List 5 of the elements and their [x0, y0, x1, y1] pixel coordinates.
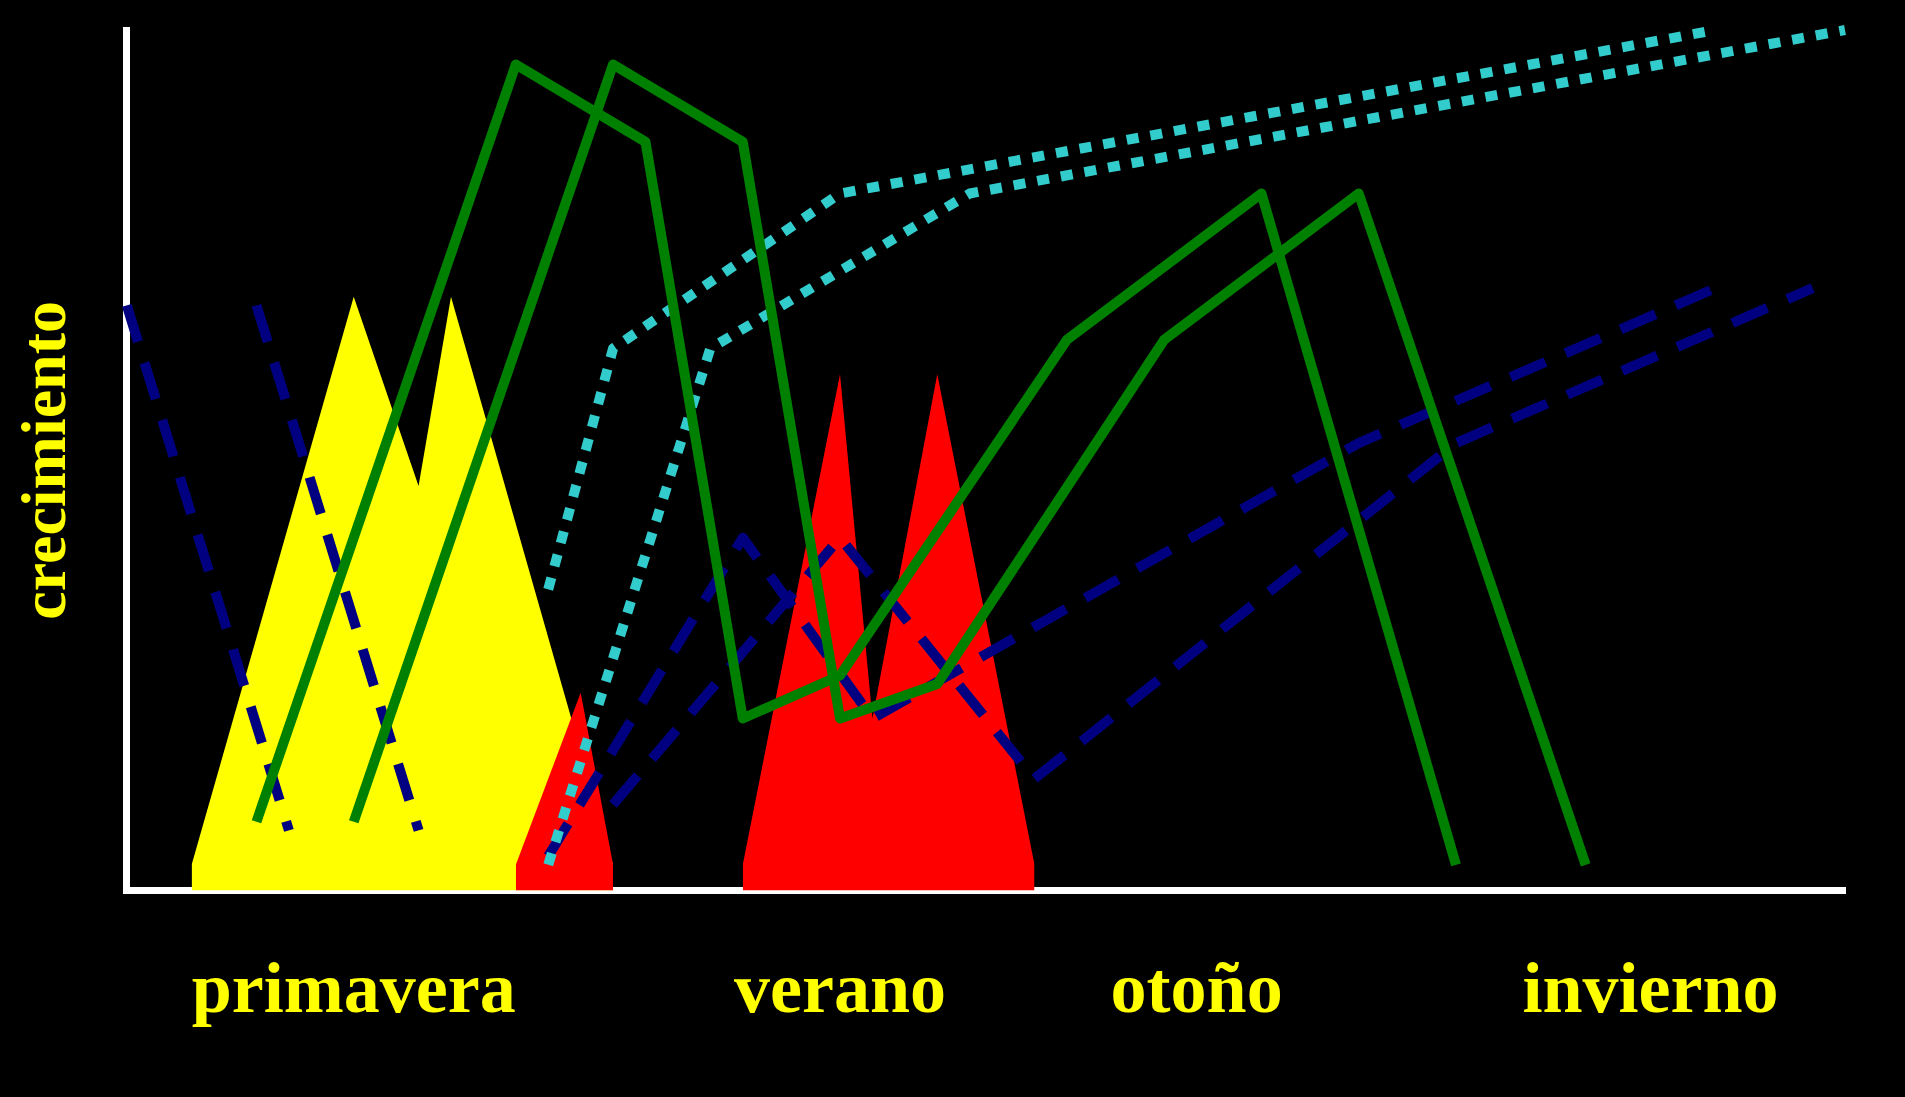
x-tick-label: verano — [734, 948, 946, 1029]
x-tick-label: otoño — [1110, 948, 1283, 1029]
x-tick-label: invierno — [1522, 948, 1779, 1029]
x-tick-label: primavera — [191, 948, 516, 1029]
y-axis-title: crecimiento — [7, 300, 79, 620]
